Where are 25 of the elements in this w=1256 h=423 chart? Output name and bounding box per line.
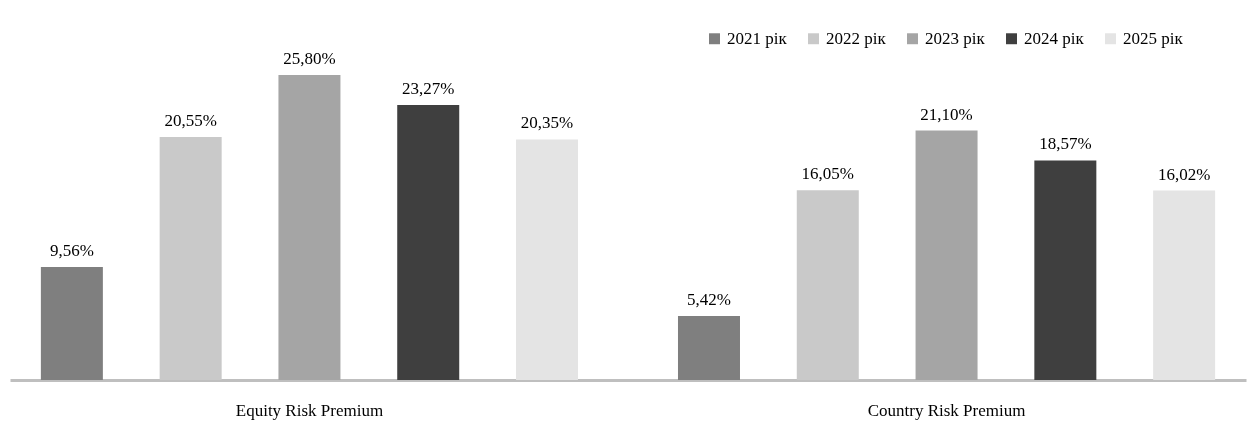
data-label: 16,02% [1157, 164, 1211, 184]
legend-label: 2023 рік [925, 28, 986, 48]
data-label: 20,55% [164, 111, 217, 131]
x-tick-label: Country Risk Premium [867, 400, 1026, 420]
data-label: 9,56% [49, 240, 94, 260]
bar [397, 104, 460, 380]
bar [915, 130, 978, 380]
data-label: 25,80% [283, 49, 336, 68]
bar [516, 139, 579, 380]
legend-label: 2021 рік [727, 28, 788, 48]
data-label: 23,27% [402, 78, 455, 98]
bar [1034, 160, 1097, 380]
data-label: 20,35% [520, 113, 574, 133]
data-label: 18,57% [1039, 134, 1092, 154]
data-label: 5,42% [687, 289, 731, 309]
bar [278, 75, 341, 380]
legend-label: 2025 рік [1123, 28, 1184, 48]
data-label: 21,10% [920, 104, 973, 124]
data-label: 16,05% [801, 164, 854, 184]
bar [677, 315, 740, 380]
bar [40, 266, 103, 380]
legend-label: 2024 рік [1024, 28, 1085, 48]
x-tick-label: Equity Risk Premium [235, 400, 384, 420]
bar [1153, 190, 1216, 380]
legend-label: 2022 рік [826, 28, 887, 48]
